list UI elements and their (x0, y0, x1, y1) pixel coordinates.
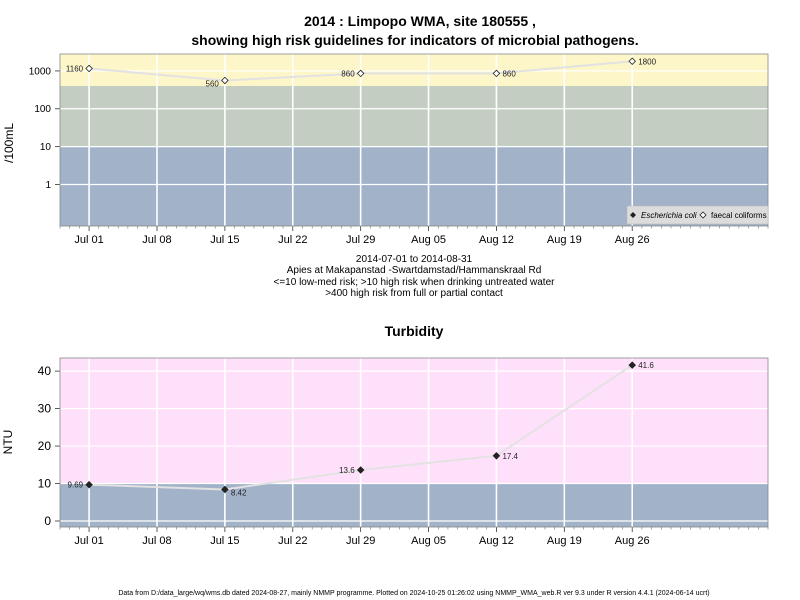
data-point (628, 361, 636, 369)
caption-risk-drinking: <=10 low-med risk; >10 high risk when dr… (274, 277, 556, 288)
data-label: 1160 (66, 64, 84, 73)
data-point (356, 69, 365, 78)
risk-band (60, 358, 768, 484)
caption-date-range: 2014-07-01 to 2014-08-31 (356, 254, 473, 265)
x-tick-label: Jul 22 (278, 234, 307, 246)
y-tick-label: 30 (38, 402, 52, 416)
data-point (492, 69, 501, 78)
risk-band (60, 54, 768, 86)
top-title-line1: 2014 : Limpopo WMA, site 180555 , (304, 13, 536, 29)
data-label: 1800 (638, 57, 656, 66)
y-tick-label: 20 (38, 439, 52, 453)
x-tick-label: Aug 19 (547, 535, 582, 547)
y-tick-label: 0 (44, 514, 51, 528)
x-tick-label: Jul 15 (210, 234, 239, 246)
legend-ecoli-marker (630, 212, 636, 218)
bottom-ylabel: NTU (1, 430, 15, 455)
x-tick-label: Jul 15 (210, 535, 239, 547)
y-tick-label: 40 (38, 364, 52, 378)
x-tick-label: Aug 05 (411, 234, 446, 246)
turbidity-panel: Jul 01 Jul 08 Jul 15 Jul 22 Jul 29 Aug 05 Aug … (38, 357, 769, 547)
x-tick-label: Aug 19 (547, 234, 582, 246)
x-tick-label: Jul 22 (278, 535, 307, 547)
bottom-title: Turbidity (385, 323, 444, 339)
top-legend: Escherichia coli faecal coliforms (626, 205, 769, 225)
x-tick-label: Jul 08 (142, 234, 171, 246)
data-label: 560 (206, 79, 220, 88)
risk-band (60, 85, 768, 147)
legend-faecal-marker (699, 211, 707, 219)
data-point (85, 64, 93, 73)
x-tick-label: Jul 01 (74, 234, 103, 246)
data-label: 860 (502, 69, 516, 78)
data-point (628, 57, 636, 66)
x-tick-label: Jul 29 (346, 535, 375, 547)
x-tick-label: Jul 01 (74, 535, 103, 547)
data-point (356, 466, 365, 474)
microbial-panel: Jul 01 Jul 08 Jul 15 Jul 22 Jul 29 Aug 05 Aug … (29, 53, 769, 246)
x-tick-label: Aug 12 (479, 234, 514, 246)
legend-ecoli-label: Escherichia coli (641, 211, 697, 220)
top-title-line2: showing high risk guidelines for indicat… (191, 32, 638, 48)
x-tick-label: Jul 29 (346, 234, 375, 246)
x-tick-label: Aug 26 (615, 535, 650, 547)
plot-frame (59, 357, 769, 528)
data-label: 9.69 (68, 481, 84, 490)
data-label: 860 (341, 69, 355, 78)
x-tick-label: Aug 12 (479, 535, 514, 547)
data-point (492, 452, 501, 460)
data-point (221, 485, 229, 494)
legend-box (626, 205, 769, 225)
x-tick-label: Jul 08 (142, 535, 171, 547)
caption-risk-contact: >400 high risk from full or partial cont… (325, 288, 503, 299)
legend-faecal-label: faecal coliforms (711, 211, 767, 220)
caption-site: Apies at Makapanstad -Swartdamstad/Hamma… (287, 265, 542, 276)
data-point (85, 480, 93, 489)
y-tick-label: 100 (34, 104, 51, 115)
plot-frame (59, 53, 769, 227)
top-ylabel: /100mL (2, 123, 16, 163)
data-point (221, 76, 229, 85)
y-tick-label: 10 (38, 477, 52, 491)
y-tick-label: 10 (40, 142, 52, 153)
data-label: 8.42 (231, 488, 247, 497)
data-label: 13.6 (339, 466, 355, 475)
footer-note: Data from D:/data_large/wq/wms.db dated … (118, 590, 709, 597)
data-label: 17.4 (502, 452, 518, 461)
x-tick-label: Aug 26 (615, 234, 650, 246)
data-label: 41.6 (638, 361, 654, 370)
y-tick-label: 1000 (29, 66, 52, 77)
x-tick-label: Aug 05 (411, 535, 446, 547)
y-tick-label: 1 (45, 180, 51, 191)
risk-band (60, 483, 768, 527)
